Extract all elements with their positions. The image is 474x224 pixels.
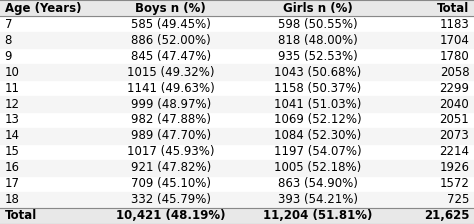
Bar xyxy=(0,0,474,16)
Text: 709 (45.10%): 709 (45.10%) xyxy=(131,177,210,190)
Text: 886 (52.00%): 886 (52.00%) xyxy=(131,34,210,47)
Text: 1141 (49.63%): 1141 (49.63%) xyxy=(127,82,215,95)
Text: 16: 16 xyxy=(5,161,20,174)
Text: 7: 7 xyxy=(5,18,12,31)
Bar xyxy=(0,96,474,112)
Text: 725: 725 xyxy=(447,193,469,206)
Text: 1780: 1780 xyxy=(439,50,469,63)
Bar xyxy=(0,192,474,208)
Text: 9: 9 xyxy=(5,50,12,63)
Bar xyxy=(0,128,474,144)
Text: 1041 (51.03%): 1041 (51.03%) xyxy=(274,97,361,110)
Text: 18: 18 xyxy=(5,193,19,206)
Text: 989 (47.70%): 989 (47.70%) xyxy=(130,129,211,142)
Bar xyxy=(0,160,474,176)
Text: 2051: 2051 xyxy=(439,114,469,127)
Text: 13: 13 xyxy=(5,114,19,127)
Text: 921 (47.82%): 921 (47.82%) xyxy=(130,161,211,174)
Text: 2073: 2073 xyxy=(439,129,469,142)
Bar xyxy=(0,64,474,80)
Text: 1005 (52.18%): 1005 (52.18%) xyxy=(274,161,361,174)
Text: Total: Total xyxy=(437,2,469,15)
Text: Boys n (%): Boys n (%) xyxy=(135,2,206,15)
Bar xyxy=(0,208,474,224)
Text: 1926: 1926 xyxy=(439,161,469,174)
Text: 935 (52.53%): 935 (52.53%) xyxy=(278,50,357,63)
Text: Age (Years): Age (Years) xyxy=(5,2,81,15)
Text: 10: 10 xyxy=(5,66,19,79)
Text: 8: 8 xyxy=(5,34,12,47)
Text: 10,421 (48.19%): 10,421 (48.19%) xyxy=(116,209,226,222)
Bar xyxy=(0,32,474,48)
Text: 999 (48.97%): 999 (48.97%) xyxy=(130,97,211,110)
Text: 1043 (50.68%): 1043 (50.68%) xyxy=(274,66,361,79)
Text: 863 (54.90%): 863 (54.90%) xyxy=(278,177,357,190)
Text: 11: 11 xyxy=(5,82,20,95)
Text: 14: 14 xyxy=(5,129,20,142)
Text: Girls n (%): Girls n (%) xyxy=(283,2,353,15)
Text: 21,625: 21,625 xyxy=(424,209,469,222)
Text: 2299: 2299 xyxy=(439,82,469,95)
Text: Total: Total xyxy=(5,209,37,222)
Text: 1017 (45.93%): 1017 (45.93%) xyxy=(127,145,214,158)
Text: 1084 (52.30%): 1084 (52.30%) xyxy=(274,129,361,142)
Text: 2214: 2214 xyxy=(439,145,469,158)
Text: 982 (47.88%): 982 (47.88%) xyxy=(131,114,210,127)
Text: 11,204 (51.81%): 11,204 (51.81%) xyxy=(263,209,372,222)
Text: 1015 (49.32%): 1015 (49.32%) xyxy=(127,66,214,79)
Text: 585 (49.45%): 585 (49.45%) xyxy=(131,18,210,31)
Text: 1197 (54.07%): 1197 (54.07%) xyxy=(274,145,361,158)
Text: 1704: 1704 xyxy=(439,34,469,47)
Text: 818 (48.00%): 818 (48.00%) xyxy=(278,34,357,47)
Text: 332 (45.79%): 332 (45.79%) xyxy=(131,193,210,206)
Text: 15: 15 xyxy=(5,145,19,158)
Text: 17: 17 xyxy=(5,177,20,190)
Text: 845 (47.47%): 845 (47.47%) xyxy=(130,50,211,63)
Text: 1069 (52.12%): 1069 (52.12%) xyxy=(274,114,361,127)
Text: 2058: 2058 xyxy=(439,66,469,79)
Text: 2040: 2040 xyxy=(439,97,469,110)
Text: 1158 (50.37%): 1158 (50.37%) xyxy=(274,82,361,95)
Text: 598 (50.55%): 598 (50.55%) xyxy=(278,18,357,31)
Text: 393 (54.21%): 393 (54.21%) xyxy=(278,193,357,206)
Text: 1572: 1572 xyxy=(439,177,469,190)
Text: 1183: 1183 xyxy=(439,18,469,31)
Text: 12: 12 xyxy=(5,97,20,110)
